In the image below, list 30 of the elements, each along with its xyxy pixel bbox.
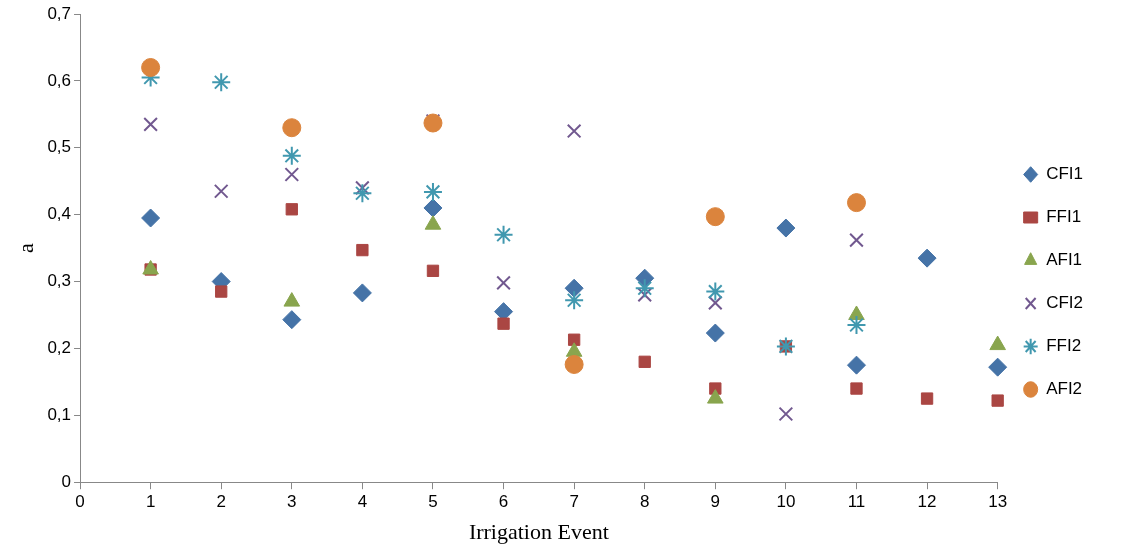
y-axis-title: a	[12, 242, 38, 253]
x-tick-label: 2	[216, 492, 226, 512]
y-tick-label: 0,2	[47, 338, 72, 358]
legend-label: FFI2	[1046, 336, 1082, 356]
x-tick-label: 13	[988, 492, 1008, 512]
x-tick-label: 1	[145, 492, 156, 512]
y-tick-label: 0,3	[47, 271, 72, 291]
legend-label: AFI1	[1046, 250, 1083, 270]
legend-label: CFI2	[1046, 293, 1083, 313]
legend-label: CFI1	[1046, 164, 1083, 184]
x-tick-label: 11	[847, 492, 866, 512]
x-tick-label: 10	[776, 492, 796, 512]
x-tick-label: 5	[428, 492, 438, 512]
y-tick-label: 0	[61, 471, 72, 491]
x-tick-label: 6	[498, 492, 509, 512]
legend-label: FFI1	[1046, 207, 1082, 227]
y-tick-label: 0,7	[47, 3, 72, 23]
x-tick-label: 4	[357, 492, 368, 512]
x-tick-label: 8	[639, 492, 650, 512]
y-tick-label: 0,1	[47, 405, 72, 424]
y-tick-label: 0,4	[47, 204, 72, 224]
x-tick-label: 9	[710, 492, 721, 512]
x-axis-title: Irrigation Event	[468, 518, 609, 544]
y-tick-label: 0,6	[47, 70, 72, 90]
x-tick-label: 3	[287, 492, 297, 512]
legend-label: AFI2	[1046, 379, 1083, 399]
y-tick-label: 0,5	[47, 137, 72, 157]
x-tick-label: 0	[75, 492, 85, 512]
x-tick-label: 12	[917, 492, 937, 512]
x-tick-label: 7	[569, 492, 579, 512]
